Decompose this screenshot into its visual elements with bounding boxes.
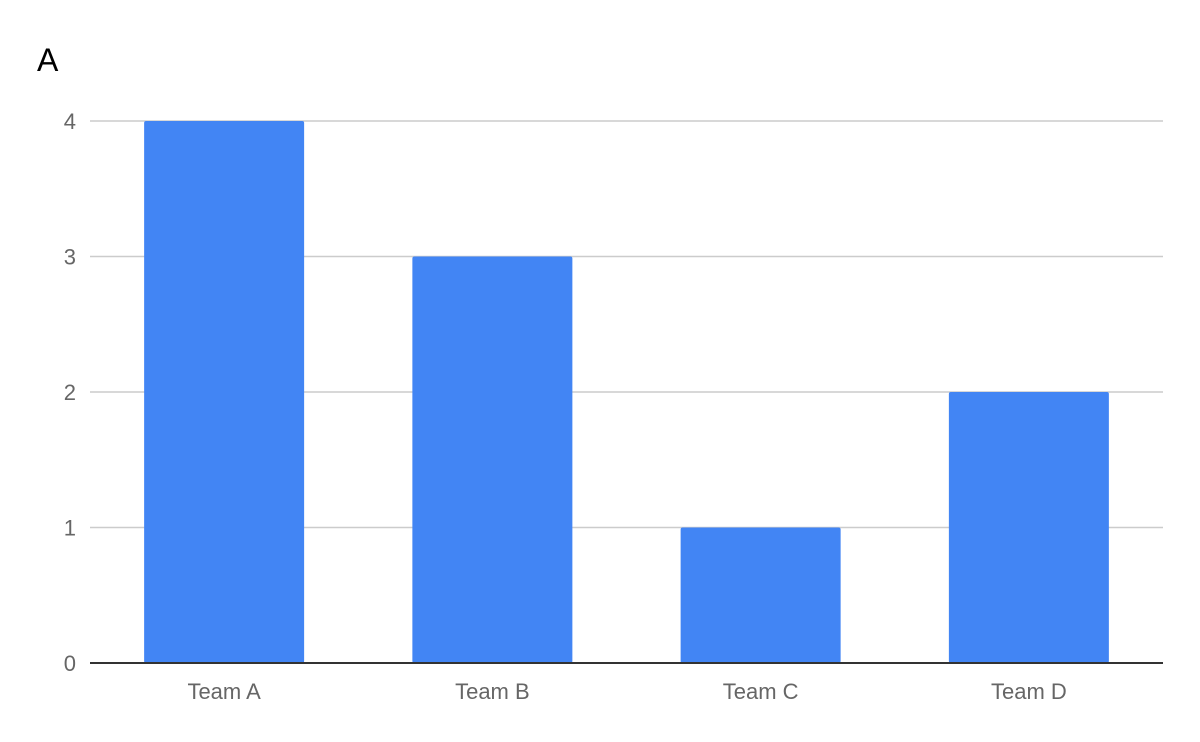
y-tick-label: 2 [64, 380, 76, 405]
bar [680, 527, 841, 663]
x-tick-label: Team C [723, 679, 799, 704]
x-tick-label: Team D [991, 679, 1067, 704]
y-axis-ticks: 0 1 2 3 4 [64, 109, 76, 676]
y-tick-label: 3 [64, 245, 76, 270]
y-tick-label: 1 [64, 516, 76, 541]
bar [412, 256, 573, 663]
chart-title: A [37, 42, 59, 78]
y-tick-label: 4 [64, 109, 76, 134]
bars [144, 121, 1109, 663]
x-tick-label: Team A [187, 679, 261, 704]
x-tick-label: Team B [455, 679, 530, 704]
y-tick-label: 0 [64, 651, 76, 676]
bar [948, 392, 1109, 663]
bar [144, 121, 305, 663]
x-axis-ticks: Team A Team B Team C Team D [187, 679, 1066, 704]
